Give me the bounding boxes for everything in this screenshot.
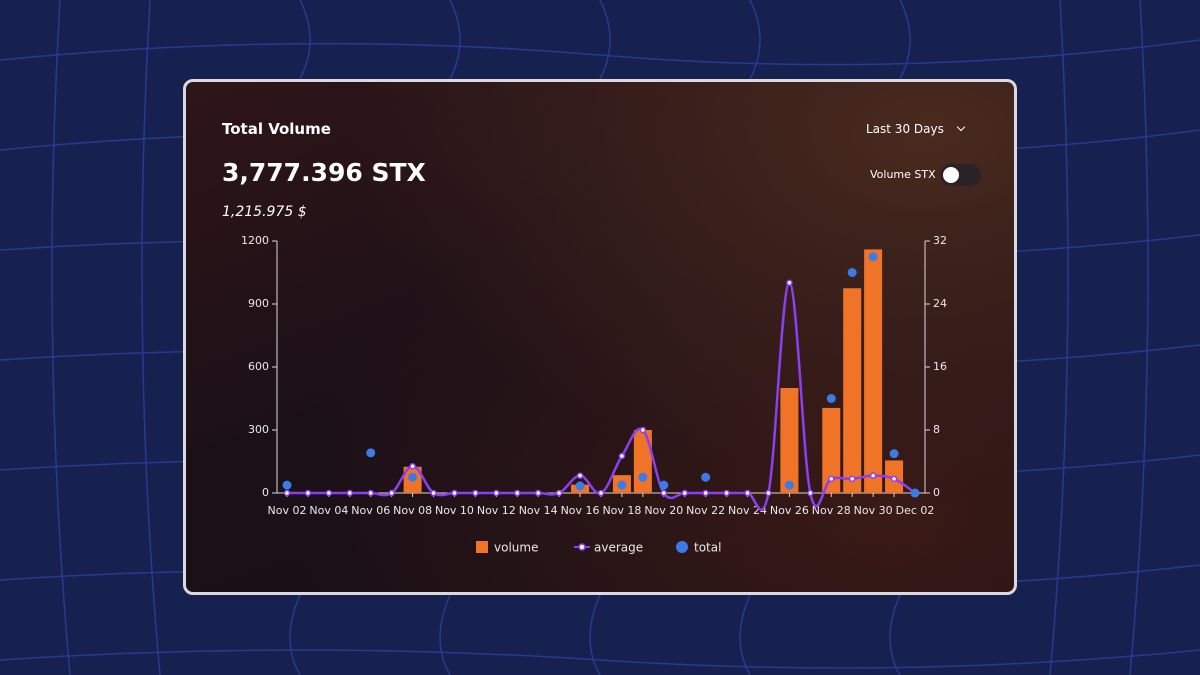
x-tick-label: Nov 04 (309, 504, 348, 517)
total-dot (617, 480, 627, 490)
total-dot (408, 472, 418, 482)
average-point (807, 489, 814, 497)
average-point (869, 472, 877, 479)
volume-toggle[interactable] (940, 164, 981, 186)
volume-bar (864, 249, 883, 493)
y-tick-label: 0 (262, 486, 269, 499)
average-point (848, 475, 856, 483)
x-tick-label: Nov 10 (435, 504, 474, 517)
y-tick-label: 300 (248, 423, 269, 436)
total-dot (366, 448, 376, 458)
volume-bar (780, 388, 799, 493)
average-point (388, 489, 395, 497)
average-point (639, 426, 647, 434)
average-point (702, 489, 709, 497)
average-point (367, 489, 374, 497)
x-tick-label: Nov 22 (686, 504, 725, 517)
average-point (723, 489, 730, 497)
average-point (555, 489, 563, 497)
average-point (346, 489, 354, 497)
y2-tick-label: 24 (933, 297, 947, 310)
y-tick-label: 1200 (241, 234, 269, 247)
x-tick-label: Nov 08 (393, 504, 432, 517)
total-dot (784, 480, 794, 490)
total-amount: 3,777.396 STX (222, 158, 426, 187)
volume-bar (843, 288, 862, 493)
volume-card: Total Volume 3,777.396 STX 1,215.975 $ L… (183, 79, 1017, 595)
y2-tick-label: 16 (933, 360, 947, 373)
x-tick-label: Nov 14 (519, 504, 558, 517)
total-dot (868, 252, 878, 262)
x-tick-label: Nov 18 (602, 504, 641, 517)
average-point (325, 489, 333, 497)
x-tick-label: Nov 16 (561, 504, 600, 517)
volume-bar (633, 430, 652, 493)
average-point (409, 462, 416, 470)
average-point (765, 489, 772, 497)
y-tick-label: 600 (248, 360, 269, 373)
x-tick-label: Nov 06 (351, 504, 390, 517)
card-title: Total Volume (222, 120, 331, 138)
total-dot (889, 449, 899, 459)
usd-amount: 1,215.975 $ (222, 204, 307, 220)
x-tick-label: Dec 02 (896, 504, 935, 517)
average-point (828, 475, 835, 483)
y2-tick-label: 8 (933, 423, 940, 436)
legend-label: volume (494, 541, 538, 555)
average-point (514, 489, 521, 497)
average-point (597, 489, 605, 497)
average-point (786, 279, 793, 286)
legend-swatch (676, 541, 688, 553)
legend-swatch (578, 543, 586, 551)
average-point (660, 489, 668, 497)
chart: 0 300 600 900 1200 0 8 16 24 32 Nov 02 Nov 04 Nov 06… (241, 234, 947, 555)
x-tick-label: Nov 30 (854, 504, 893, 517)
average-point (493, 489, 500, 497)
average-point (576, 472, 584, 479)
average-point (430, 489, 437, 497)
y2-tick-label: 32 (933, 234, 947, 247)
y2-tick-label: 0 (933, 486, 940, 499)
x-tick-label: Nov 12 (477, 504, 516, 517)
average-point (681, 489, 688, 497)
average-point (451, 489, 458, 497)
legend-swatch (476, 541, 488, 553)
total-dot (701, 472, 711, 482)
x-tick-label: Nov 26 (770, 504, 809, 517)
total-dot (826, 394, 836, 403)
average-point (618, 452, 626, 460)
average-point (304, 489, 312, 497)
average-point (534, 489, 542, 497)
y-tick-label: 900 (248, 297, 269, 310)
average-point (744, 489, 751, 497)
x-tick-label: Nov 02 (268, 504, 307, 517)
total-dot (847, 268, 857, 277)
x-tick-label: Nov 20 (644, 504, 683, 517)
volume-bar (822, 407, 841, 493)
total-dot (638, 472, 648, 482)
average-line (286, 281, 916, 511)
toggle-knob (943, 167, 959, 183)
period-label: Last 30 Days (866, 122, 944, 136)
average-point (283, 489, 291, 497)
total-dot (910, 488, 920, 498)
average-point (890, 475, 898, 483)
period-dropdown[interactable]: Last 30 Days (866, 122, 966, 136)
total-dot (659, 480, 669, 490)
toggle-label: Volume STX (870, 168, 936, 181)
legend-label: average (594, 541, 643, 555)
total-dot (575, 481, 585, 491)
average-point (472, 489, 479, 497)
x-tick-label: Nov 28 (812, 504, 851, 517)
total-dot (282, 480, 292, 490)
legend-label: total (694, 541, 721, 555)
